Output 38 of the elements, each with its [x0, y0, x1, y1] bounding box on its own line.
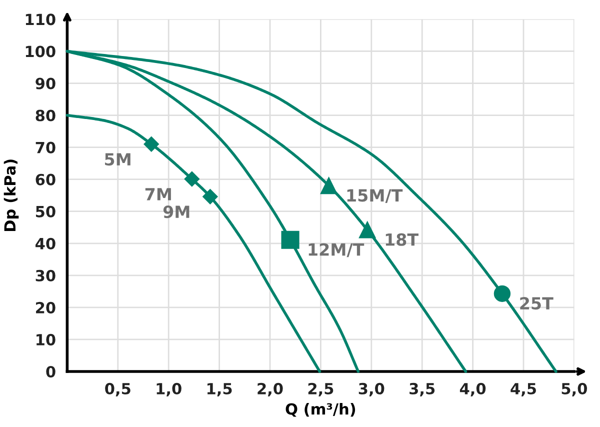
series-label: 5M: [105, 153, 130, 166]
y-tick-label: 100: [26, 46, 56, 58]
y-tick-label: 80: [36, 110, 56, 122]
y-axis-title: Dp (kPa): [4, 160, 19, 232]
x-tick-label: 3,0: [358, 382, 384, 396]
x-tick-label: 2,5: [308, 382, 334, 396]
x-tick-label: 1,0: [156, 382, 182, 396]
x-tick-label: 1,5: [207, 383, 232, 396]
series-label: 18T: [386, 233, 418, 246]
point: [320, 177, 338, 194]
y-tick-label: 50: [36, 206, 56, 218]
x-tick-label: 4,0: [460, 382, 486, 396]
series-label: 9M: [163, 206, 190, 218]
point: [184, 171, 200, 187]
y-tick-label: 90: [36, 78, 56, 90]
x-tick-label: 2,0: [258, 382, 283, 396]
point: [281, 230, 300, 249]
y-tick-label: 60: [36, 174, 56, 186]
series-label: 7M: [145, 188, 171, 200]
y-tick-label: 10: [36, 334, 56, 346]
x-tick-label: 0,5: [105, 382, 130, 396]
y-tick-label: 20: [36, 302, 56, 314]
y-tick-label: 0: [46, 366, 56, 378]
y-tick-label: 70: [36, 142, 56, 154]
point: [144, 136, 159, 152]
y-tick-label: 40: [36, 238, 56, 250]
series-label: 12M/T: [308, 243, 364, 258]
point: [359, 222, 376, 238]
point: [494, 285, 511, 302]
x-tick-label: 3,5: [410, 382, 435, 396]
point: [202, 189, 218, 204]
x-tick-label: 4,5: [510, 383, 536, 396]
series-label: 25T: [520, 297, 554, 310]
y-tick-label: 110: [26, 14, 56, 26]
series-label: 15M/T: [347, 189, 403, 203]
y-tick-label: 30: [36, 270, 56, 282]
x-tick-label: 5,0: [562, 382, 587, 396]
x-axis-title: Q (m³/h): [286, 402, 356, 417]
